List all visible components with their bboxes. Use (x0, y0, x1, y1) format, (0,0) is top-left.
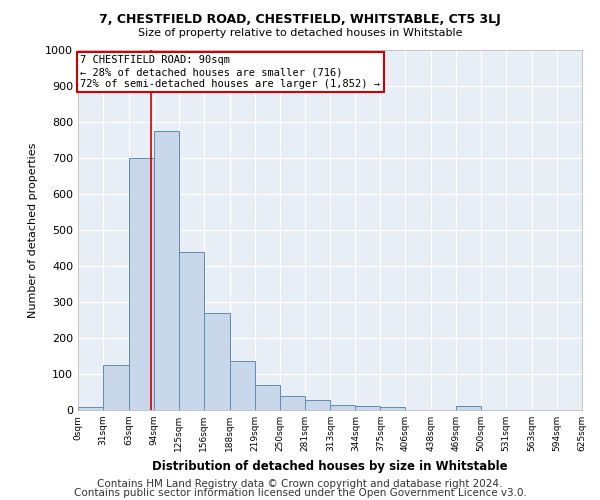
Bar (305, 400, 331, 410)
Text: 7, CHESTFIELD ROAD, CHESTFIELD, WHITSTABLE, CT5 3LJ: 7, CHESTFIELD ROAD, CHESTFIELD, WHITSTAB… (99, 12, 501, 26)
Text: Contains public sector information licensed under the Open Government Licence v3: Contains public sector information licen… (74, 488, 526, 498)
Text: Size of property relative to detached houses in Whitstable: Size of property relative to detached ho… (138, 28, 462, 38)
Bar (204, 313, 230, 410)
Bar (230, 362, 254, 410)
Bar (331, 404, 355, 410)
Y-axis label: Number of detached properties: Number of detached properties (28, 142, 38, 318)
Text: Contains HM Land Registry data © Crown copyright and database right 2024.: Contains HM Land Registry data © Crown c… (97, 479, 503, 489)
Bar (355, 406, 380, 410)
X-axis label: Distribution of detached houses by size in Whitstable: Distribution of detached houses by size … (152, 460, 508, 472)
Bar (280, 396, 305, 410)
Bar (129, 158, 154, 410)
Bar (103, 365, 129, 410)
Bar (179, 252, 204, 410)
Bar (456, 406, 481, 410)
Bar (254, 385, 280, 410)
Bar (154, 131, 179, 410)
Bar (78, 407, 103, 410)
Bar (380, 407, 406, 410)
Text: 7 CHESTFIELD ROAD: 90sqm
← 28% of detached houses are smaller (716)
72% of semi-: 7 CHESTFIELD ROAD: 90sqm ← 28% of detach… (80, 56, 380, 88)
